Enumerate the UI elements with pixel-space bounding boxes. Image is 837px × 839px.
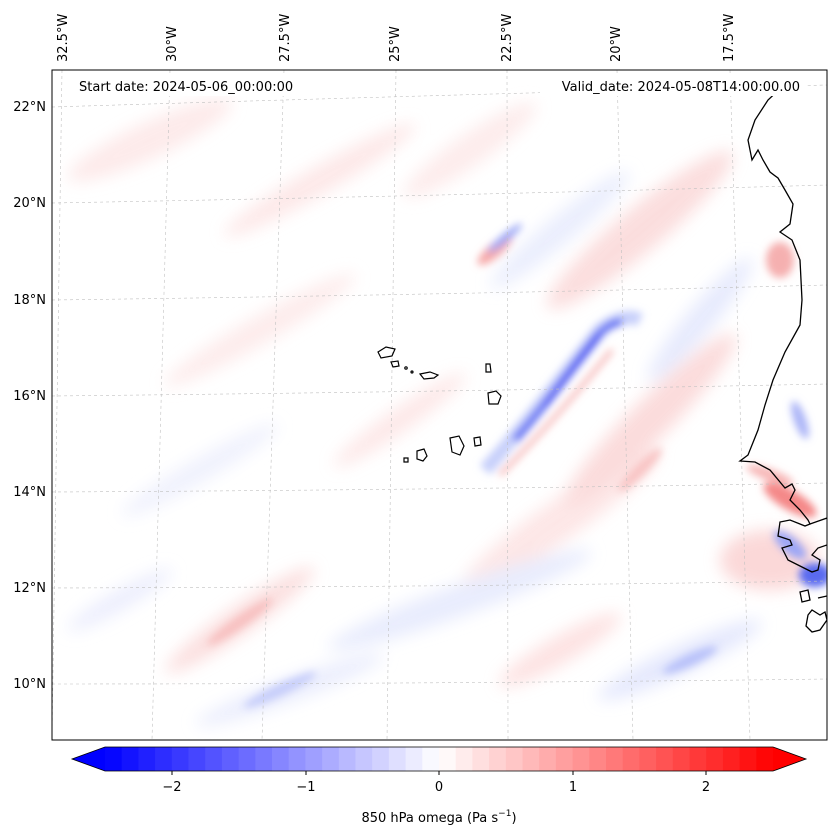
lon-label: 27.5°W — [278, 14, 293, 62]
colorbar-tick-label: 0 — [435, 780, 443, 795]
lat-label: 12°N — [13, 581, 46, 596]
colorbar-band — [389, 747, 406, 771]
colorbar-tick-label: −2 — [162, 780, 181, 795]
colorbar-band — [756, 747, 773, 771]
colorbar-band — [690, 747, 707, 771]
colorbar-band — [205, 747, 222, 771]
colorbar-tick-label: 2 — [702, 780, 710, 795]
colorbar-band — [305, 747, 322, 771]
colorbar-label: 850 hPa omega (Pa s−1) — [361, 809, 516, 826]
colorbar-band — [105, 747, 122, 771]
colorbar-band — [539, 747, 556, 771]
colorbar-band — [623, 747, 640, 771]
colorbar-high-extend — [773, 747, 806, 771]
lon-label: 32.5°W — [56, 14, 71, 62]
colorbar-band — [523, 747, 540, 771]
lat-label: 16°N — [13, 389, 46, 404]
colorbar-band — [406, 747, 423, 771]
colorbar-band — [172, 747, 189, 771]
colorbar-band — [639, 747, 656, 771]
colorbar-band — [740, 747, 757, 771]
map-figure: Start date: 2024-05-06_00:00:00 Valid_da… — [0, 0, 837, 839]
colorbar-band — [272, 747, 289, 771]
lon-label: 30°W — [165, 26, 180, 62]
colorbar-band — [322, 747, 339, 771]
colorbar-ticks: −2 −1 0 1 2 — [162, 771, 710, 795]
colorbar-band — [372, 747, 389, 771]
colorbar-band — [122, 747, 139, 771]
lat-label: 14°N — [13, 485, 46, 500]
lon-label: 20°W — [609, 26, 624, 62]
lon-label: 17.5°W — [722, 14, 737, 62]
colorbar-band — [506, 747, 523, 771]
colorbar-band — [155, 747, 172, 771]
colorbar-band — [356, 747, 373, 771]
lat-label: 22°N — [13, 100, 46, 115]
colorbar-bands — [105, 747, 774, 771]
colorbar: −2 −1 0 1 2 850 hPa omega (Pa s−1) — [72, 747, 806, 826]
lon-label: 25°W — [388, 26, 403, 62]
colorbar-band — [723, 747, 740, 771]
lat-label: 10°N — [13, 677, 46, 692]
lat-label: 18°N — [13, 293, 46, 308]
colorbar-band — [706, 747, 723, 771]
colorbar-band — [255, 747, 272, 771]
latitude-labels: 22°N 20°N 18°N 16°N 14°N 12°N 10°N — [13, 100, 46, 692]
colorbar-band — [439, 747, 456, 771]
colorbar-band — [472, 747, 489, 771]
colorbar-band — [222, 747, 239, 771]
colorbar-band — [339, 747, 356, 771]
colorbar-band — [138, 747, 155, 771]
colorbar-tick-label: 1 — [569, 780, 577, 795]
colorbar-band — [489, 747, 506, 771]
colorbar-band — [456, 747, 473, 771]
colorbar-band — [573, 747, 590, 771]
lon-label: 22.5°W — [500, 14, 515, 62]
longitude-labels: 32.5°W 30°W 27.5°W 25°W 22.5°W 20°W 17.5… — [56, 14, 737, 62]
colorbar-band — [422, 747, 439, 771]
colorbar-band — [289, 747, 306, 771]
colorbar-tick-label: −1 — [296, 780, 315, 795]
map-panel: Start date: 2024-05-06_00:00:00 Valid_da… — [52, 70, 831, 740]
start-date-label: Start date: 2024-05-06_00:00:00 — [79, 80, 293, 95]
valid-date-label: Valid_date: 2024-05-08T14:00:00.00 — [562, 80, 800, 95]
colorbar-band — [189, 747, 206, 771]
colorbar-band — [656, 747, 673, 771]
colorbar-band — [239, 747, 256, 771]
colorbar-band — [673, 747, 690, 771]
colorbar-low-extend — [72, 747, 105, 771]
colorbar-band — [589, 747, 606, 771]
lat-label: 20°N — [13, 196, 46, 211]
colorbar-band — [606, 747, 623, 771]
colorbar-band — [556, 747, 573, 771]
